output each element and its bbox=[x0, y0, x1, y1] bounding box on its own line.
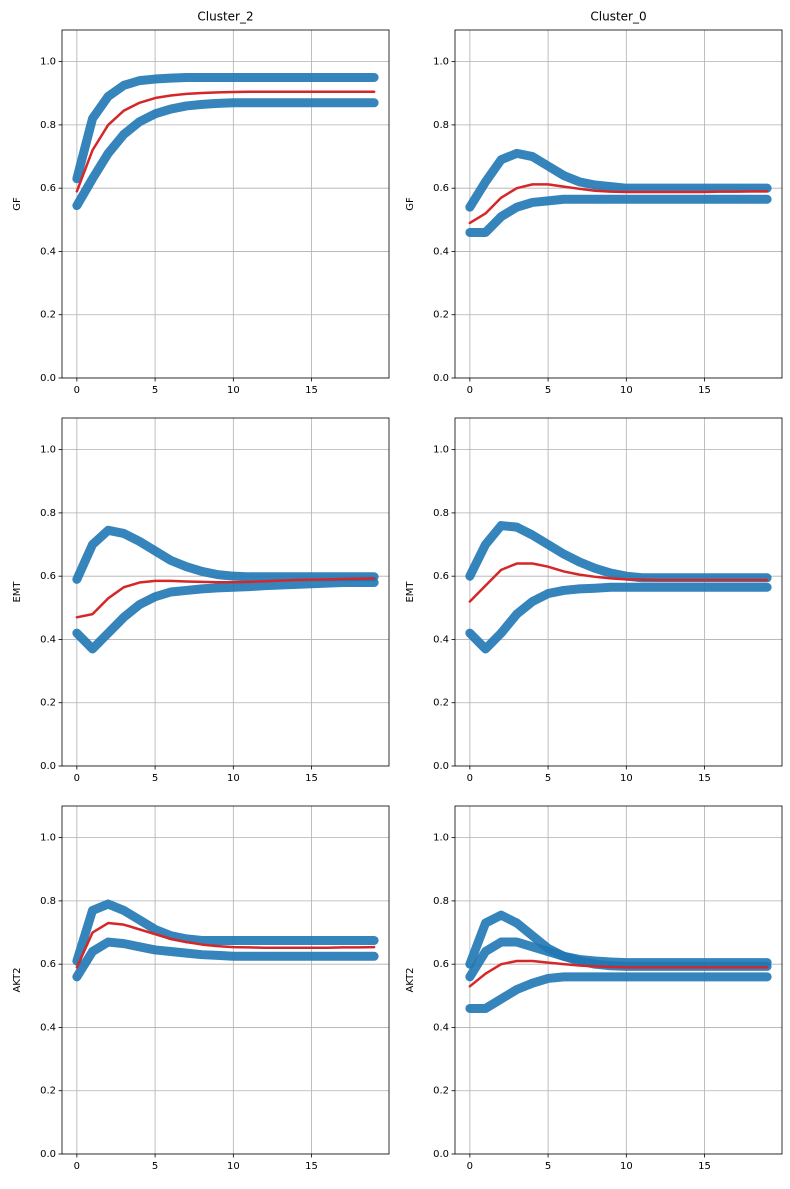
x-tick-label: 5 bbox=[545, 385, 551, 396]
trajectory-band bbox=[72, 72, 379, 184]
subplot-title: Cluster_0 bbox=[590, 10, 646, 24]
y-axis-label: EMT bbox=[405, 581, 416, 603]
y-tick-label: 1.0 bbox=[40, 445, 56, 456]
y-tick-label: 0.4 bbox=[40, 246, 56, 257]
trajectory-band bbox=[465, 194, 772, 237]
y-tick-label: 0.0 bbox=[40, 373, 56, 384]
mean-line bbox=[468, 183, 769, 225]
axes-frame bbox=[61, 29, 390, 379]
axes-frame bbox=[454, 417, 783, 767]
y-tick-label: 0.8 bbox=[433, 896, 449, 907]
y-tick-label: 0.0 bbox=[433, 761, 449, 772]
axes-frame bbox=[454, 805, 783, 1155]
trajectory-band bbox=[72, 899, 379, 966]
y-tick-label: 0.4 bbox=[433, 634, 449, 645]
mean-line bbox=[468, 562, 769, 603]
mean-line bbox=[75, 90, 376, 193]
x-tick-label: 5 bbox=[152, 1161, 158, 1172]
trajectory-band bbox=[72, 98, 379, 211]
y-tick-label: 0.6 bbox=[433, 183, 449, 194]
x-tick-label: 10 bbox=[227, 773, 240, 784]
subplot-title: Cluster_2 bbox=[197, 10, 253, 24]
x-tick-label: 0 bbox=[467, 385, 473, 396]
axes-frame bbox=[61, 805, 390, 1155]
y-tick-label: 1.0 bbox=[40, 833, 56, 844]
plot-area bbox=[455, 418, 782, 766]
y-tick-label: 0.2 bbox=[40, 310, 56, 321]
y-tick-label: 0.4 bbox=[433, 246, 449, 257]
y-axis-label: GF bbox=[405, 197, 416, 211]
x-tick-label: 10 bbox=[227, 385, 240, 396]
x-tick-label: 0 bbox=[467, 1161, 473, 1172]
y-tick-label: 1.0 bbox=[433, 833, 449, 844]
x-tick-label: 10 bbox=[620, 773, 633, 784]
y-tick-label: 1.0 bbox=[433, 57, 449, 68]
y-tick-label: 0.6 bbox=[433, 571, 449, 582]
trajectory-band bbox=[465, 582, 772, 654]
y-tick-label: 0.6 bbox=[433, 959, 449, 970]
y-tick-label: 0.4 bbox=[40, 1022, 56, 1033]
y-tick-label: 0.6 bbox=[40, 183, 56, 194]
y-axis-label: AKT2 bbox=[12, 967, 23, 992]
trajectory-band bbox=[72, 937, 379, 982]
axes-frame bbox=[454, 29, 783, 379]
y-tick-label: 0.2 bbox=[40, 698, 56, 709]
x-tick-label: 15 bbox=[305, 1161, 318, 1172]
y-tick-label: 0.8 bbox=[40, 508, 56, 519]
y-tick-label: 0.6 bbox=[40, 959, 56, 970]
plot-area bbox=[62, 30, 389, 378]
y-tick-label: 0.8 bbox=[40, 896, 56, 907]
x-tick-label: 15 bbox=[698, 1161, 711, 1172]
y-tick-label: 0.0 bbox=[40, 1149, 56, 1160]
x-tick-label: 15 bbox=[698, 385, 711, 396]
y-tick-label: 0.4 bbox=[40, 634, 56, 645]
x-tick-label: 5 bbox=[152, 385, 158, 396]
x-tick-label: 10 bbox=[620, 1161, 633, 1172]
y-tick-label: 0.8 bbox=[433, 508, 449, 519]
x-tick-label: 5 bbox=[152, 773, 158, 784]
y-tick-label: 0.2 bbox=[433, 1086, 449, 1097]
plot-area bbox=[62, 806, 389, 1154]
x-tick-label: 15 bbox=[698, 773, 711, 784]
y-tick-label: 0.4 bbox=[433, 1022, 449, 1033]
y-tick-label: 0.2 bbox=[433, 310, 449, 321]
y-tick-label: 0.8 bbox=[40, 120, 56, 131]
x-tick-label: 10 bbox=[227, 1161, 240, 1172]
axes-frame bbox=[61, 417, 390, 767]
trajectory-band bbox=[465, 521, 772, 583]
mean-line bbox=[75, 921, 376, 969]
x-tick-label: 15 bbox=[305, 385, 318, 396]
y-tick-label: 0.6 bbox=[40, 571, 56, 582]
x-tick-label: 0 bbox=[74, 385, 80, 396]
mean-line bbox=[75, 577, 376, 619]
y-tick-label: 1.0 bbox=[40, 57, 56, 68]
trajectory-band bbox=[465, 937, 772, 982]
plot-area bbox=[62, 418, 389, 766]
trajectory-band bbox=[465, 148, 772, 212]
x-tick-label: 10 bbox=[620, 385, 633, 396]
plot-area bbox=[455, 30, 782, 378]
x-tick-label: 0 bbox=[467, 773, 473, 784]
trajectory-band bbox=[72, 578, 379, 654]
y-tick-label: 0.0 bbox=[433, 373, 449, 384]
y-axis-label: EMT bbox=[12, 581, 23, 603]
y-axis-label: GF bbox=[12, 197, 23, 211]
trajectory-band bbox=[72, 525, 379, 584]
y-axis-label: AKT2 bbox=[405, 967, 416, 992]
y-tick-label: 0.0 bbox=[40, 761, 56, 772]
x-tick-label: 5 bbox=[545, 1161, 551, 1172]
x-tick-label: 0 bbox=[74, 1161, 80, 1172]
y-tick-label: 1.0 bbox=[433, 445, 449, 456]
trajectory-band bbox=[465, 972, 772, 1013]
x-tick-label: 5 bbox=[545, 773, 551, 784]
x-tick-label: 15 bbox=[305, 773, 318, 784]
plot-area bbox=[455, 806, 782, 1154]
y-tick-label: 0.2 bbox=[433, 698, 449, 709]
x-tick-label: 0 bbox=[74, 773, 80, 784]
y-tick-label: 0.0 bbox=[433, 1149, 449, 1160]
y-tick-label: 0.8 bbox=[433, 120, 449, 131]
y-tick-label: 0.2 bbox=[40, 1086, 56, 1097]
mean-line bbox=[468, 959, 769, 988]
